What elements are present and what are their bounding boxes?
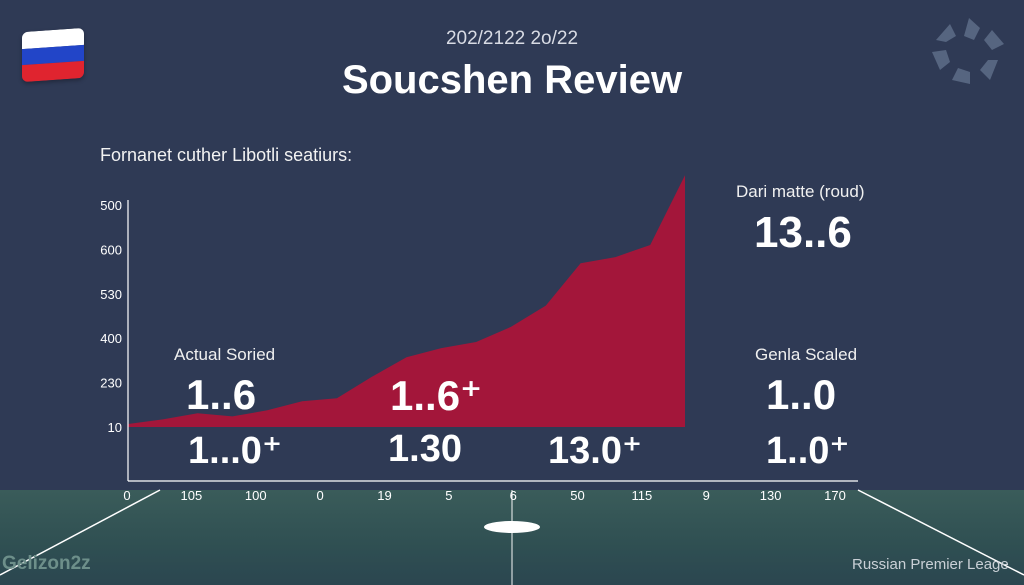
x-tick-label: 50 bbox=[570, 488, 584, 503]
genla-scaled-label: Genla Scaled bbox=[755, 345, 858, 364]
area-series bbox=[128, 175, 685, 427]
y-tick-label: 530 bbox=[100, 287, 122, 302]
x-axis-ticks: 0 105 100 0 19 5 6 50 115 9 130 170 bbox=[123, 488, 845, 503]
page-title: Souсshen Review bbox=[341, 58, 683, 102]
y-tick-label: 500 bbox=[100, 198, 122, 213]
x-tick-label: 0 bbox=[316, 488, 323, 503]
y-tick-label: 600 bbox=[100, 242, 122, 257]
watermark-left: Gelizon2z bbox=[2, 553, 91, 574]
y-axis-ticks: 10 230 400 530 600 500 bbox=[100, 198, 122, 435]
x-tick-label: 6 bbox=[510, 488, 517, 503]
actual-score-value: 1..6 bbox=[186, 371, 257, 418]
x-tick-label: 5 bbox=[445, 488, 452, 503]
center-stat-sub-value: 13.0⁺ bbox=[548, 430, 643, 472]
header-date: 202/2122 2o/22 bbox=[445, 28, 579, 49]
x-tick-label: 19 bbox=[377, 488, 391, 503]
dari-matte-value: 13..6 bbox=[754, 208, 852, 257]
x-tick-label: 9 bbox=[703, 488, 710, 503]
actual-score-sub-value: 1...0⁺ bbox=[188, 430, 282, 472]
x-tick-label: 170 bbox=[824, 488, 846, 503]
x-tick-label: 105 bbox=[181, 488, 203, 503]
middle-stat-sub-value: 1.30 bbox=[388, 428, 462, 470]
middle-stat-value: 1..6⁺ bbox=[390, 372, 483, 419]
x-tick-label: 130 bbox=[760, 488, 782, 503]
chart-subtitle: Fornanet cuther Libotli seatiurs: bbox=[100, 145, 353, 165]
genla-scaled-value: 1..0 bbox=[766, 371, 837, 418]
x-tick-label: 0 bbox=[123, 488, 130, 503]
x-tick-label: 115 bbox=[632, 488, 653, 503]
pitch-line-left bbox=[0, 489, 161, 576]
y-tick-label: 10 bbox=[108, 420, 122, 435]
actual-score-label: Actual Soried bbox=[174, 345, 276, 364]
league-logo-icon bbox=[932, 18, 1004, 84]
y-tick-label: 400 bbox=[100, 331, 122, 346]
pitch-lines bbox=[0, 489, 1024, 585]
genla-scaled-sub-value: 1..0⁺ bbox=[766, 430, 850, 472]
x-tick-label: 100 bbox=[245, 488, 267, 503]
pitch-line-right bbox=[857, 489, 1024, 576]
pitch-center-spot bbox=[484, 521, 540, 533]
league-name: Russian Premier Leage bbox=[852, 556, 1009, 573]
y-tick-label: 230 bbox=[100, 376, 122, 391]
dari-matte-label: Dari matte (roud) bbox=[736, 182, 865, 201]
